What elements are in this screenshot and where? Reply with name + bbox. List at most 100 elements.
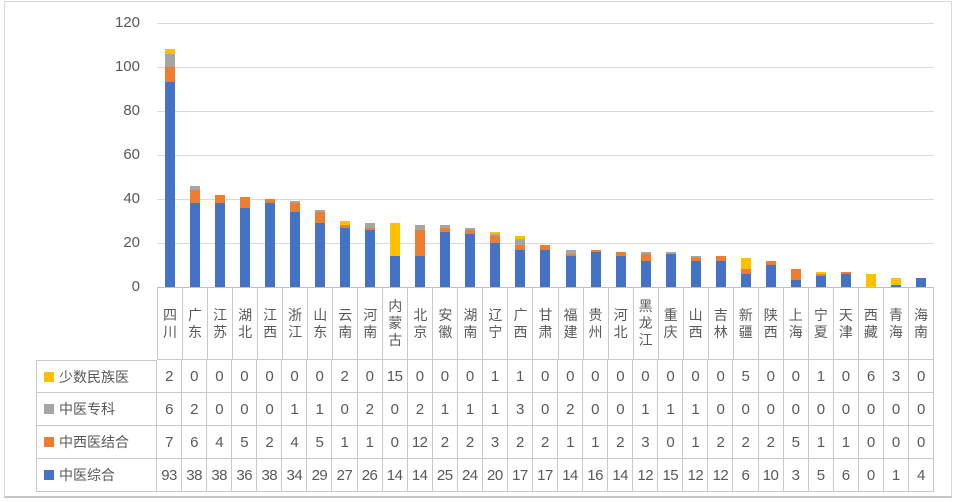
- bar-segment[interactable]: [440, 227, 451, 232]
- bar-segment[interactable]: [515, 249, 526, 287]
- stacked-bar[interactable]: [540, 245, 551, 287]
- stacked-bar[interactable]: [665, 251, 676, 287]
- stacked-bar[interactable]: [690, 256, 701, 287]
- bar-segment[interactable]: [565, 254, 576, 257]
- bar-segment[interactable]: [590, 251, 601, 287]
- bar-segment[interactable]: [289, 201, 300, 204]
- bar-segment[interactable]: [440, 232, 451, 287]
- bar-segment[interactable]: [365, 227, 376, 230]
- bar-segment[interactable]: [339, 221, 350, 226]
- bar-segment[interactable]: [189, 190, 200, 204]
- bar-segment[interactable]: [766, 265, 777, 287]
- bar-segment[interactable]: [365, 229, 376, 287]
- bar-segment[interactable]: [490, 236, 501, 243]
- bar-segment[interactable]: [465, 227, 476, 230]
- bar-segment[interactable]: [465, 229, 476, 235]
- bar-segment[interactable]: [415, 256, 426, 287]
- bar-segment[interactable]: [339, 225, 350, 228]
- bar-segment[interactable]: [640, 260, 651, 287]
- bar-segment[interactable]: [891, 278, 902, 285]
- bar-segment[interactable]: [791, 280, 802, 287]
- bar-segment[interactable]: [239, 196, 250, 208]
- bar-segment[interactable]: [289, 212, 300, 287]
- bar-segment[interactable]: [415, 229, 426, 257]
- stacked-bar[interactable]: [866, 273, 877, 287]
- stacked-bar[interactable]: [891, 278, 902, 287]
- stacked-bar[interactable]: [264, 199, 275, 287]
- bar-segment[interactable]: [690, 258, 701, 261]
- bar-segment[interactable]: [314, 212, 325, 224]
- stacked-bar[interactable]: [841, 271, 852, 287]
- bar-segment[interactable]: [490, 243, 501, 287]
- bar-segment[interactable]: [415, 225, 426, 230]
- bar-segment[interactable]: [816, 271, 827, 274]
- bar-segment[interactable]: [314, 210, 325, 213]
- bar-segment[interactable]: [866, 273, 877, 287]
- bar-segment[interactable]: [365, 223, 376, 228]
- bar-segment[interactable]: [164, 49, 175, 54]
- stacked-bar[interactable]: [766, 260, 777, 287]
- bar-segment[interactable]: [665, 251, 676, 254]
- stacked-bar[interactable]: [490, 232, 501, 287]
- bar-segment[interactable]: [515, 236, 526, 239]
- bar-segment[interactable]: [816, 276, 827, 287]
- bar-segment[interactable]: [540, 249, 551, 287]
- bar-segment[interactable]: [891, 284, 902, 287]
- bar-segment[interactable]: [766, 260, 777, 265]
- bar-segment[interactable]: [390, 223, 401, 257]
- stacked-bar[interactable]: [390, 223, 401, 287]
- stacked-bar[interactable]: [740, 258, 751, 287]
- bar-segment[interactable]: [515, 238, 526, 246]
- stacked-bar[interactable]: [289, 201, 300, 287]
- bar-segment[interactable]: [390, 256, 401, 287]
- bar-segment[interactable]: [490, 234, 501, 237]
- bar-segment[interactable]: [615, 256, 626, 287]
- bar-segment[interactable]: [715, 256, 726, 261]
- bar-segment[interactable]: [816, 273, 827, 276]
- bar-segment[interactable]: [164, 53, 175, 68]
- stacked-bar[interactable]: [816, 271, 827, 287]
- bar-segment[interactable]: [565, 249, 576, 255]
- bar-segment[interactable]: [841, 273, 852, 287]
- bar-segment[interactable]: [841, 271, 852, 274]
- stacked-bar[interactable]: [715, 256, 726, 287]
- bar-segment[interactable]: [540, 245, 551, 250]
- bar-segment[interactable]: [465, 234, 476, 287]
- bar-segment[interactable]: [715, 260, 726, 287]
- bar-segment[interactable]: [314, 223, 325, 287]
- bar-segment[interactable]: [565, 256, 576, 287]
- bar-segment[interactable]: [189, 203, 200, 287]
- bar-segment[interactable]: [440, 225, 451, 228]
- bar-segment[interactable]: [239, 207, 250, 287]
- stacked-bar[interactable]: [189, 185, 200, 287]
- stacked-bar[interactable]: [590, 249, 601, 287]
- bar-segment[interactable]: [740, 258, 751, 270]
- bar-segment[interactable]: [289, 203, 300, 213]
- stacked-bar[interactable]: [791, 269, 802, 287]
- bar-segment[interactable]: [264, 203, 275, 287]
- stacked-bar[interactable]: [515, 236, 526, 287]
- bar-segment[interactable]: [740, 273, 751, 287]
- stacked-bar[interactable]: [640, 251, 651, 287]
- bar-segment[interactable]: [740, 269, 751, 274]
- bar-segment[interactable]: [490, 232, 501, 235]
- bar-segment[interactable]: [264, 199, 275, 204]
- bar-segment[interactable]: [214, 203, 225, 287]
- stacked-bar[interactable]: [365, 223, 376, 287]
- bar-segment[interactable]: [615, 251, 626, 257]
- bar-segment[interactable]: [515, 245, 526, 250]
- bar-segment[interactable]: [640, 251, 651, 255]
- bar-segment[interactable]: [189, 185, 200, 191]
- stacked-bar[interactable]: [565, 249, 576, 287]
- bar-segment[interactable]: [690, 260, 701, 287]
- bar-segment[interactable]: [590, 249, 601, 252]
- bar-segment[interactable]: [164, 82, 175, 287]
- stacked-bar[interactable]: [339, 221, 350, 287]
- stacked-bar[interactable]: [314, 210, 325, 287]
- stacked-bar[interactable]: [440, 225, 451, 287]
- bar-segment[interactable]: [791, 269, 802, 281]
- stacked-bar[interactable]: [415, 225, 426, 287]
- bar-segment[interactable]: [214, 194, 225, 204]
- bar-segment[interactable]: [665, 254, 676, 287]
- stacked-bar[interactable]: [164, 49, 175, 287]
